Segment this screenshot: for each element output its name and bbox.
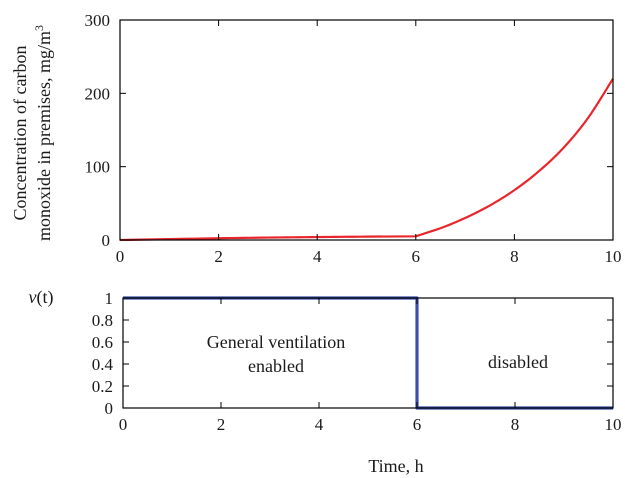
bottom-plot-frame (122, 297, 614, 409)
top-x-tick-label: 4 (313, 247, 322, 266)
top-y-tick-label: 100 (85, 158, 111, 177)
top-x-tick-label: 0 (116, 247, 125, 266)
bottom-x-tick-label: 4 (315, 415, 324, 434)
bottom-x-tick-label: 0 (119, 415, 128, 434)
top-x-tick-label: 8 (510, 247, 519, 266)
enabled-annotation-line2: enabled (248, 356, 304, 376)
bottom-axis-ticks: 0 2 4 6 8 10 0 0.2 0.4 0.6 0.8 1 (92, 289, 622, 434)
top-x-tick-label: 2 (214, 247, 223, 266)
top-y-tick-label: 0 (102, 231, 111, 250)
top-y-tick-label: 200 (85, 84, 111, 103)
top-series-layer (119, 78, 614, 242)
top-x-tick-label: 10 (605, 247, 622, 266)
bottom-y-tick-label: 0 (105, 399, 114, 418)
x-axis-label: Time, h (368, 456, 423, 476)
bottom-y-tick-label: 0.6 (92, 333, 113, 352)
top-x-tick-label: 6 (412, 247, 421, 266)
enabled-annotation-line1: General ventilation (207, 332, 345, 352)
bottom-y-axis-label: v(t) (29, 287, 54, 308)
top-y-axis-label: Concentration of carbon (10, 46, 30, 221)
top-y-axis-label-superscript: 3 (32, 25, 46, 31)
top-y-axis-label-line2: monoxide in premises, mg/m3 (32, 25, 54, 241)
bottom-y-tick-label: 0.8 (92, 311, 113, 330)
bottom-x-tick-label: 6 (413, 415, 422, 434)
bottom-y-tick-label: 1 (105, 289, 114, 308)
top-y-tick-label: 300 (85, 11, 111, 30)
bottom-x-tick-label: 10 (605, 415, 622, 434)
bottom-x-tick-label: 2 (217, 415, 226, 434)
top-series-line (119, 78, 614, 242)
ventilation-state-chart: 0 2 4 6 8 10 0 0.2 0.4 0.6 0.8 1 v(t) General venti… (29, 287, 622, 476)
disabled-annotation: disabled (488, 352, 548, 372)
bottom-y-tick-label: 0.2 (92, 377, 113, 396)
top-plot-frame (119, 19, 614, 241)
bottom-y-tick-label: 0.4 (92, 355, 114, 374)
bottom-x-tick-label: 8 (511, 415, 520, 434)
